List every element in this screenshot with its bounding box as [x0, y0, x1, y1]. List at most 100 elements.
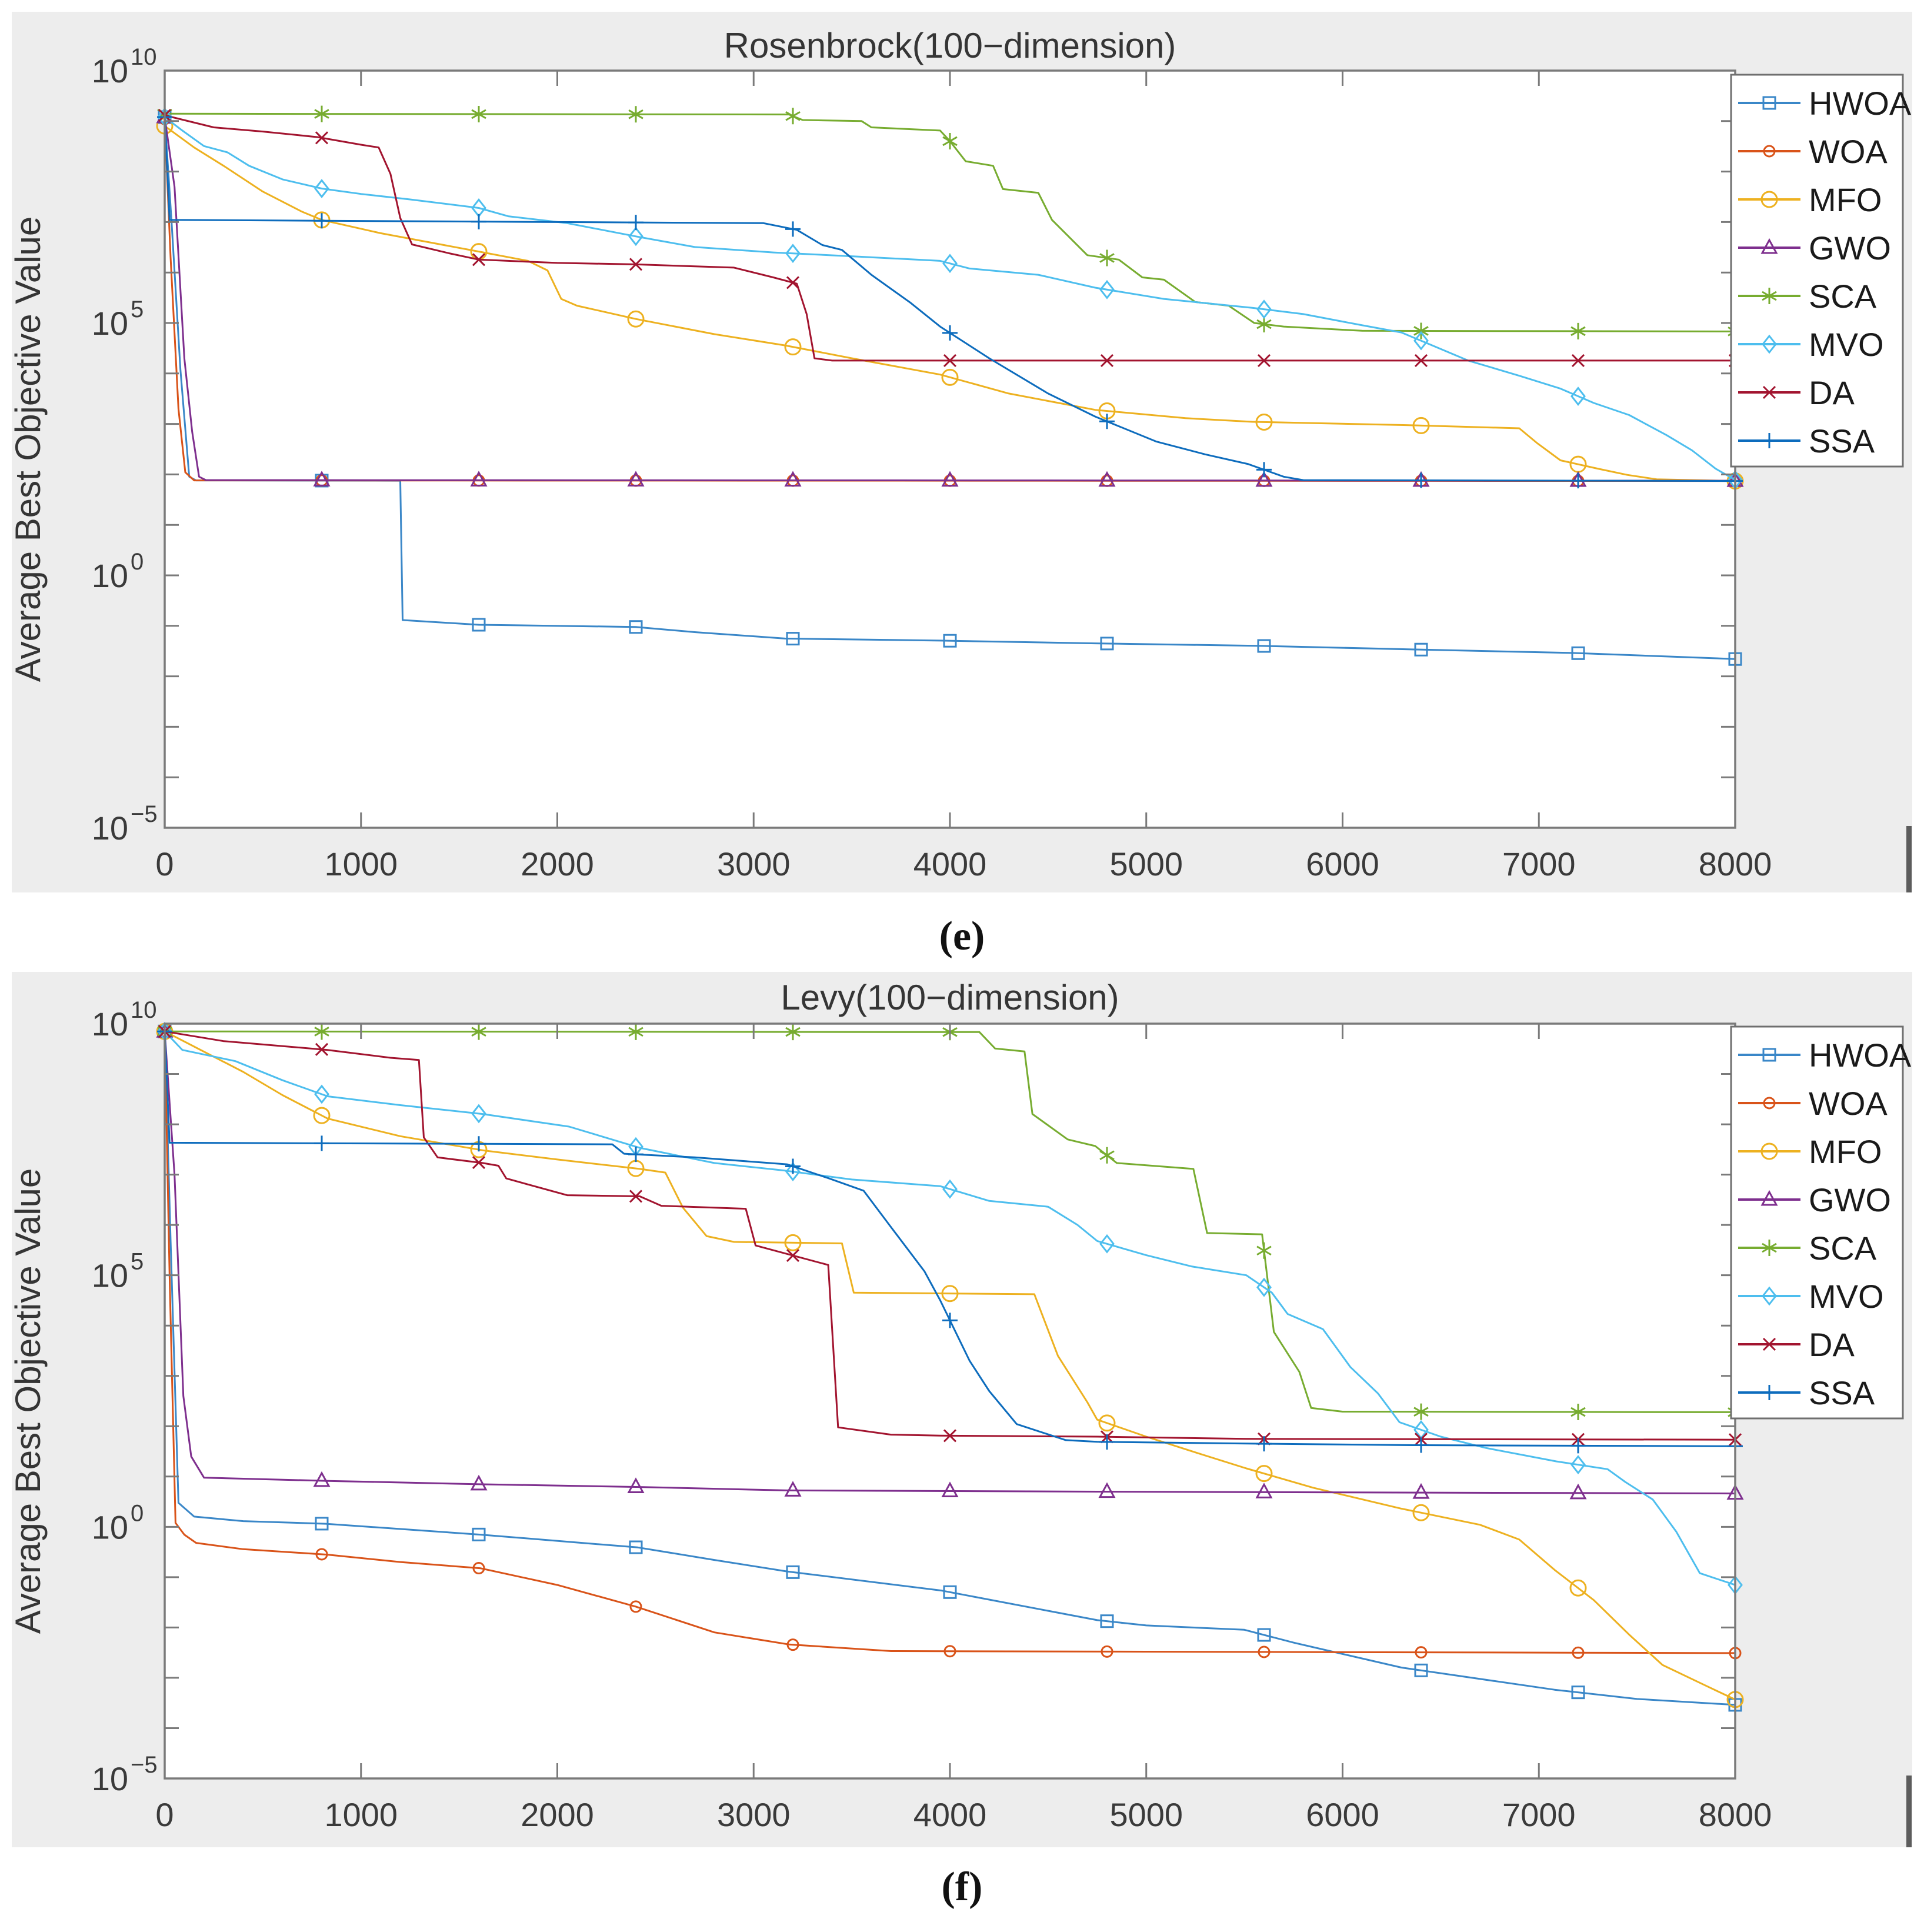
legend-entry-ssa: SSA — [1738, 1374, 1875, 1411]
legend-sample-marker — [1763, 145, 1776, 158]
legend-entry-da: DA — [1738, 374, 1855, 411]
series-ssa-marker — [1256, 462, 1272, 478]
series-hwoa-marker — [943, 634, 957, 648]
series-mfo-line — [164, 1030, 1736, 1701]
series-da-marker — [629, 1190, 643, 1203]
series-da-marker — [629, 258, 643, 271]
series-da-line — [164, 1030, 1736, 1441]
figure-panel-levy: 0 1000 2000 3000 4000 5000 6000 7000 8000 10 10 10 5… — [12, 972, 1912, 1847]
series-mfo-marker — [784, 338, 802, 356]
series-ssa-marker — [1099, 414, 1115, 429]
legend-label: SSA — [1809, 1374, 1875, 1411]
series-mvo-marker — [314, 179, 329, 198]
series-gwo-marker — [941, 1481, 959, 1498]
series-sca-marker — [314, 105, 329, 122]
legend-entry-sca: SCA — [1738, 278, 1877, 315]
x-tick-label: 6000 — [1306, 1796, 1379, 1833]
legend-sample-marker — [1762, 1286, 1777, 1306]
series-sca-marker — [785, 108, 801, 125]
legend-box — [1730, 74, 1904, 468]
series-gwo-marker — [784, 471, 802, 487]
legend-sample-marker — [1762, 1337, 1776, 1351]
series-ssa-marker — [471, 214, 486, 229]
chart-title: Rosenbrock(100−dimension) — [724, 26, 1176, 65]
series-woa-marker — [472, 1562, 485, 1575]
series-ssa-marker — [1413, 1437, 1429, 1453]
x-tick-label: 0 — [155, 1796, 174, 1833]
caption-e: (e) — [939, 914, 985, 959]
legend-sample-marker — [1760, 191, 1778, 208]
series-sca-marker — [785, 1024, 801, 1041]
y-tick-exponent: 10 — [131, 997, 157, 1023]
legend-label: WOA — [1809, 133, 1888, 170]
series-sca-marker — [1570, 1404, 1586, 1421]
series-mfo-marker — [313, 1107, 331, 1124]
series-hwoa-marker — [1257, 1628, 1271, 1642]
x-tick-label: 6000 — [1306, 845, 1379, 882]
legend-entry-ssa: SSA — [1738, 422, 1875, 459]
legend-sample-marker — [1760, 1142, 1778, 1160]
series-mvo-marker — [942, 1179, 958, 1199]
figure-panel-rosenbrock: 0 1000 2000 3000 4000 5000 6000 7000 8000 10 10 10 5… — [12, 12, 1912, 892]
legend-entry-hwoa: HWOA — [1738, 1037, 1912, 1074]
series-ssa-line — [164, 1031, 1736, 1447]
legend-sample-marker — [1762, 288, 1777, 304]
series-mfo-marker — [784, 1234, 802, 1251]
series-woa-marker — [943, 1645, 956, 1658]
legend-sample-marker — [1762, 433, 1777, 448]
y-tick-exponent: −5 — [131, 801, 158, 827]
y-tick-exponent: −5 — [131, 1752, 158, 1778]
series-group — [156, 105, 1744, 666]
series-mvo-marker — [628, 226, 643, 247]
series-mvo-marker — [1099, 279, 1115, 299]
legend-entry-mvo: MVO — [1738, 326, 1884, 363]
series-mfo-marker — [1255, 1465, 1273, 1483]
legend-sample-marker — [1762, 1048, 1776, 1062]
adjacent-figure-edge-bottom — [1906, 1776, 1912, 1847]
series-hwoa-marker — [629, 1540, 643, 1554]
series-mvo-marker — [785, 244, 801, 264]
series-gwo-line — [164, 1031, 1736, 1495]
series-da-marker — [1100, 354, 1114, 367]
y-tick-exponent: 10 — [131, 44, 157, 70]
series-mvo-marker — [314, 1084, 329, 1104]
x-tick-label: 8000 — [1699, 1796, 1772, 1833]
series-hwoa-marker — [1100, 1614, 1114, 1628]
series-da-marker — [943, 1429, 957, 1443]
legend-label: WOA — [1809, 1085, 1888, 1122]
x-tick-label: 3000 — [717, 1796, 791, 1833]
series-ssa-marker — [1570, 1438, 1586, 1454]
series-sca-marker — [628, 106, 643, 123]
legend-label: HWOA — [1809, 85, 1912, 122]
legend-label: SCA — [1809, 1230, 1877, 1267]
legend-entry-da: DA — [1738, 1326, 1855, 1363]
y-tick-label: 10 — [92, 305, 128, 342]
series-gwo-marker — [1569, 1483, 1587, 1500]
legend-entry-gwo: GWO — [1738, 229, 1891, 267]
legend-entry-mvo: MVO — [1738, 1278, 1884, 1315]
series-gwo-line — [164, 116, 1736, 482]
series-ssa-marker — [628, 215, 643, 231]
series-gwo-marker — [627, 471, 645, 487]
x-tick-label: 2000 — [521, 1796, 594, 1833]
series-ssa-marker — [314, 213, 329, 229]
series-mvo-marker — [1570, 387, 1586, 406]
series-mfo-marker — [1569, 1579, 1587, 1597]
legend-sample-marker — [1763, 1097, 1776, 1110]
series-ssa-marker — [471, 1136, 486, 1152]
y-axis-label: Average Best Objective Value — [12, 1168, 48, 1634]
x-tick-label: 7000 — [1502, 845, 1576, 882]
legend-entry-woa: WOA — [1738, 1085, 1888, 1122]
series-hwoa-marker — [315, 1517, 329, 1531]
series-da-marker — [786, 1249, 800, 1263]
series-gwo-marker — [1255, 471, 1273, 487]
series-sca-line — [164, 1030, 1736, 1413]
series-gwo-marker — [627, 1477, 645, 1493]
series-woa-marker — [1101, 1645, 1113, 1658]
y-tick-label: 10 — [92, 1760, 128, 1797]
series-mvo-marker — [785, 1162, 801, 1182]
series-sca-marker — [1099, 249, 1115, 267]
series-mfo-marker — [941, 1285, 959, 1303]
series-sca-line — [164, 112, 1736, 332]
